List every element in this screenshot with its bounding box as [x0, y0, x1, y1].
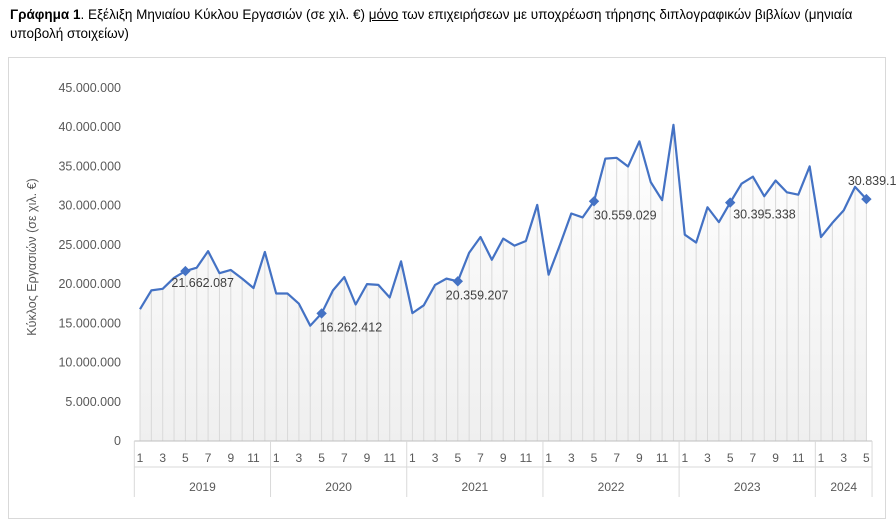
month-tick-label: 5 — [591, 451, 598, 465]
month-tick-label: 7 — [613, 451, 620, 465]
y-tick-label: 10.000.000 — [58, 356, 121, 370]
data-label: 16.262.412 — [320, 320, 383, 334]
data-label: 21.662.087 — [171, 276, 234, 290]
data-marker — [861, 193, 872, 205]
year-label: 2020 — [325, 480, 352, 494]
month-tick-label: 11 — [656, 451, 669, 465]
y-tick-label: 40.000.000 — [58, 120, 121, 134]
markers — [180, 193, 872, 319]
data-marker — [452, 276, 464, 287]
month-tick-label: 7 — [341, 451, 348, 465]
data-label: 20.359.207 — [446, 288, 509, 302]
month-tick-label: 1 — [137, 451, 144, 465]
month-tick-label: 1 — [545, 451, 552, 465]
month-tick-label: 1 — [273, 451, 280, 465]
y-axis-labels: 0 5.000.000 10.000.000 15.000.000 20.000.000… — [58, 81, 121, 448]
month-tick-label: 3 — [432, 451, 439, 465]
data-labels: 21.662.087 16.262.412 20.359.207 30.559.029… — [171, 174, 896, 334]
month-tick-label: 7 — [205, 451, 212, 465]
y-axis-title: Κύκλος Εργασιών (σε χιλ. €) — [25, 178, 39, 335]
month-tick-label: 11 — [383, 451, 396, 465]
y-tick-label: 20.000.000 — [58, 277, 121, 291]
month-tick-label: 11 — [247, 451, 260, 465]
data-marker — [316, 308, 327, 319]
month-tick-label: 1 — [818, 451, 825, 465]
data-label: 30.839.136 — [848, 174, 896, 188]
month-tick-label: 9 — [364, 451, 371, 465]
month-tick-label: 5 — [863, 451, 870, 465]
data-label: 30.559.029 — [594, 208, 657, 222]
month-tick-label: 5 — [318, 451, 325, 465]
data-marker — [724, 197, 736, 208]
month-tick-label: 1 — [681, 451, 688, 465]
data-label: 30.395.338 — [733, 208, 796, 222]
y-tick-label: 15.000.000 — [58, 316, 121, 330]
year-label: 2023 — [734, 480, 761, 494]
month-tick-label: 11 — [792, 451, 805, 465]
caption-title: Γράφημα 1 — [10, 7, 81, 22]
month-tick-label: 9 — [772, 451, 779, 465]
y-tick-label: 35.000.000 — [58, 159, 121, 173]
month-tick-label: 3 — [568, 451, 575, 465]
month-tick-label: 3 — [704, 451, 711, 465]
y-tick-label: 0 — [114, 434, 121, 448]
month-tick-label: 1 — [409, 451, 416, 465]
month-tick-label: 5 — [182, 451, 189, 465]
drop-lines — [139, 124, 867, 441]
month-tick-label: 9 — [227, 451, 234, 465]
year-label: 2022 — [598, 480, 625, 494]
month-tick-label: 9 — [500, 451, 507, 465]
month-tick-label: 9 — [636, 451, 643, 465]
month-tick-label: 5 — [727, 451, 734, 465]
month-tick-label: 7 — [477, 451, 484, 465]
series-polyline — [139, 123, 868, 327]
y-tick-label: 25.000.000 — [58, 238, 121, 252]
month-tick-label: 7 — [750, 451, 757, 465]
month-tick-label: 3 — [840, 451, 847, 465]
caption-underlined: μόνο — [368, 7, 399, 22]
y-tick-label: 30.000.000 — [58, 199, 121, 213]
y-tick-label: 45.000.000 — [58, 81, 121, 95]
month-tick-label: 3 — [159, 451, 166, 465]
series-line — [139, 123, 868, 327]
caption-text-1: . Εξέλιξη Μηνιαίου Κύκλου Εργασιών (σε χ… — [80, 7, 369, 22]
chart-caption: Γράφημα 1. Εξέλιξη Μηνιαίου Κύκλου Εργασ… — [10, 5, 886, 43]
month-tick-label: 5 — [454, 451, 461, 465]
year-label: 2021 — [461, 480, 488, 494]
caption-text-2: των επιχειρήσεων με υποχρέωση τήρησης δι… — [10, 7, 853, 41]
data-marker — [588, 196, 600, 207]
year-label: 2024 — [830, 480, 857, 494]
month-tick-label: 3 — [296, 451, 303, 465]
month-tick-label: 11 — [520, 451, 533, 465]
y-tick-label: 5.000.000 — [65, 395, 121, 409]
year-label: 2019 — [189, 480, 216, 494]
data-marker — [180, 265, 191, 277]
